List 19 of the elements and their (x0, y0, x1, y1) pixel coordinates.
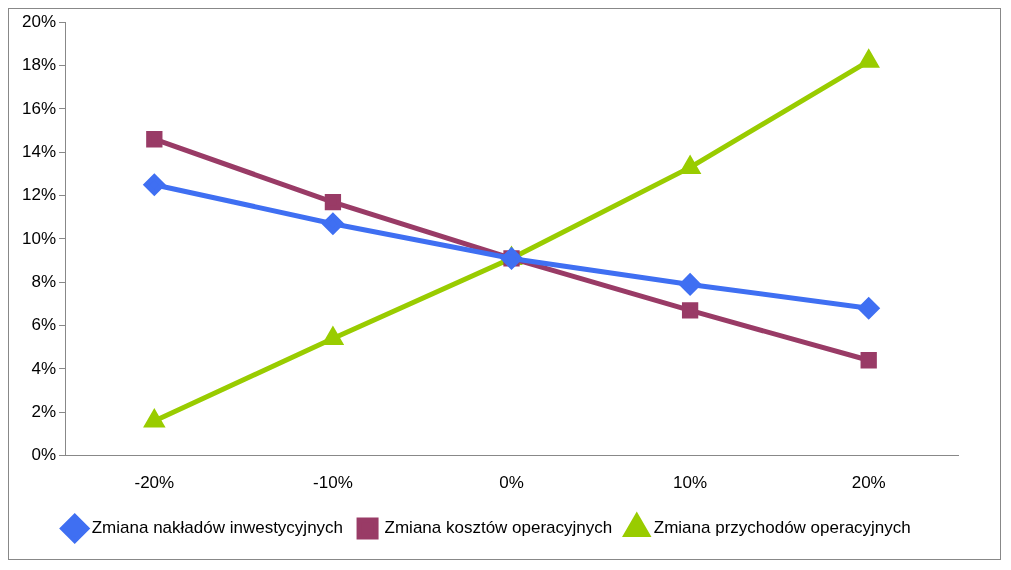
y-tick-label: 8% (31, 271, 57, 291)
x-tick-label: 20% (851, 473, 886, 493)
x-tick-label: -10% (313, 473, 353, 493)
x-tick-label: -20% (134, 473, 175, 493)
legend-label: Zmiana kosztów operacyjnych (384, 518, 613, 538)
y-tick-label: 6% (31, 315, 57, 335)
x-tick-label: 0% (499, 473, 524, 493)
y-tick-label: 2% (31, 401, 57, 421)
legend-label: Zmiana nakładów inwestycyjnych (91, 518, 344, 538)
legend-label: Zmiana przychodów operacyjnych (653, 518, 911, 538)
y-tick-label: 10% (21, 228, 57, 248)
y-tick-label: 14% (21, 141, 57, 161)
y-tick-label: 18% (21, 55, 57, 75)
y-tick-label: 12% (21, 185, 57, 205)
y-tick-label: 0% (31, 445, 57, 465)
y-tick-label: 4% (31, 358, 57, 378)
y-tick-label: 20% (21, 11, 57, 31)
x-tick-label: 10% (673, 473, 708, 493)
y-tick-label: 16% (21, 98, 57, 118)
